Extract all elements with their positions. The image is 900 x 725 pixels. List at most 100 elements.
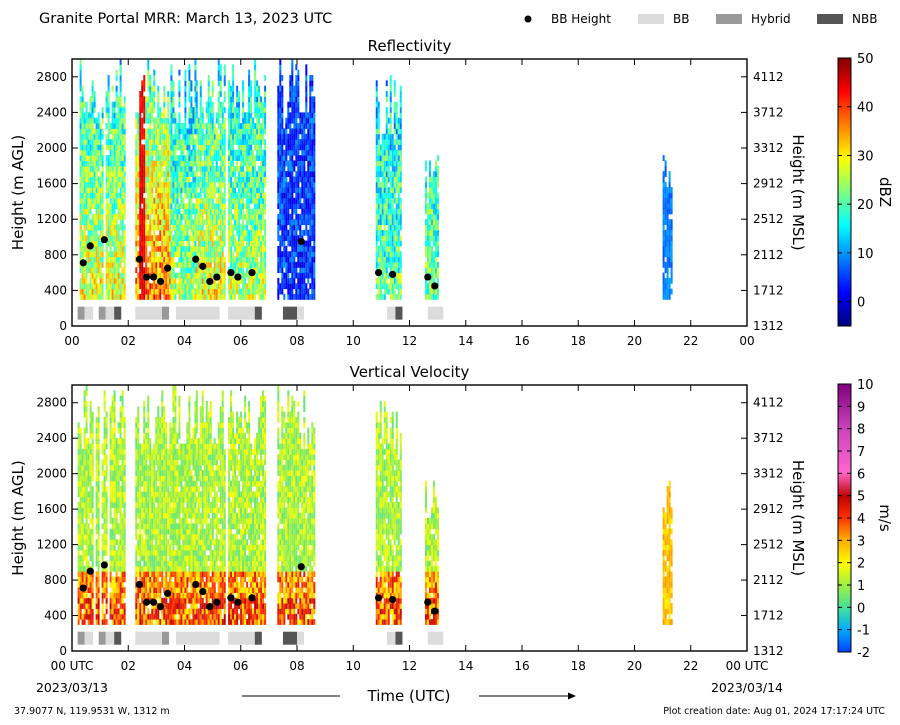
bb-type-bar-bb [176,631,220,645]
bb-type-bar-nbb [114,306,122,320]
bb-type-bar-bb [105,631,115,645]
bb-type-bar-hybrid [98,306,106,320]
x-tick-label: 04 [177,659,192,673]
legend-swatch [817,14,843,24]
legend-label: BB Height [551,12,611,26]
legend-label: NBB [852,12,877,26]
bb-height-point [389,270,397,278]
x-tick-label: 00 UTC [726,659,769,673]
bb-height-point [213,273,221,281]
colorbar-tick-label: 10 [857,247,874,262]
bb-height-point [431,282,439,290]
colorbar-tick-label: 3 [857,534,865,549]
x-tick-label: 00 [739,334,754,348]
y-tick-label-right: 2512 [753,538,784,552]
y-tick-label: 400 [44,283,67,297]
bb-type-bar-hybrid [77,306,85,320]
x-tick-label: 02 [121,334,136,348]
x-tick-label: 04 [177,334,192,348]
bb-type-bar-nbb [254,631,262,645]
x-tick-label: 10 [346,659,361,673]
bb-type-bar-nbb [254,306,262,320]
y-tick-label: 2400 [36,105,67,119]
colorbar-tick-label: 7 [857,445,865,460]
x-tick-label: 12 [402,334,417,348]
bb-height-point [164,589,172,597]
y-tick-label-right: 1712 [753,609,784,623]
colorbar-gradient [837,57,852,327]
bb-type-bar-bb [427,631,444,645]
x-tick-label: 14 [458,659,473,673]
colorbar-tick-label: 9 [857,400,865,415]
x-tick-label: 18 [571,334,586,348]
colorbar-tick-label: 5 [857,490,865,505]
colorbar-label: m/s [876,504,894,532]
legend-swatch [638,14,664,24]
bb-type-bar-bb [135,631,162,645]
start-date-label: 2023/03/13 [36,680,108,695]
bb-height-point [192,255,200,263]
y-tick-label: 1200 [36,212,67,226]
x-tick-label: 22 [683,659,698,673]
x-tick-label: 16 [514,334,529,348]
x-axis-label: Time (UTC) [367,687,451,705]
bb-type-bar-hybrid [162,631,170,645]
bb-height-point [424,598,432,606]
bb-type-bar-hybrid [162,306,170,320]
bb-height-point [248,269,256,277]
colorbar: 0 10 20 30 40 50 dBZ [837,52,894,327]
y-tick-label: 800 [44,573,67,587]
bb-type-bar-bb [105,306,115,320]
location-label: 37.9077 N, 119.9531 W, 1312 m [14,706,170,717]
reflectivity-field [79,59,673,300]
bb-type-bar-bb [387,631,396,645]
y-tick-label-right: 2112 [753,248,784,262]
bb-height-point [374,269,383,277]
y-tick-label-right: 4112 [753,396,784,410]
bb-height-points [79,236,439,290]
bb-height-point [389,595,397,604]
colorbar-tick-label: 10 [857,378,874,393]
colorbar-tick-label: 2 [857,557,865,572]
y-tick-label: 2800 [36,396,67,410]
bb-height-points [79,561,439,615]
bb-height-point [213,598,221,606]
y-tick-label: 2800 [36,70,67,84]
x-tick-label: 00 [64,334,79,348]
y-tick-label: 1600 [36,177,67,191]
bb-height-point [199,587,207,596]
bb-height-point [199,262,207,270]
bb-type-bar-bb [297,306,305,320]
legend-swatch [716,14,742,24]
velocity-field [77,385,673,625]
x-tick-label: 06 [233,659,248,673]
bb-type-bar-bb [176,306,220,320]
colorbar-tick-label: 6 [857,467,865,482]
bb-type-bar-bb [84,631,94,645]
y-tick-label-right: 1312 [753,644,784,658]
bb-height-point [248,594,256,602]
bb-height-point [234,598,242,606]
bb-height-point [206,603,214,611]
x-tick-label: 22 [683,334,698,348]
x-tick-label: 16 [514,659,529,673]
colorbar-tick-label: 0 [857,296,865,311]
x-tick-label: 00 UTC [51,659,94,673]
colorbar-tick-label: -1 [857,624,870,639]
y-axis-label: Height (m AGL) [9,135,27,250]
bb-height-point [156,277,165,286]
x-tick-label: 20 [627,334,642,348]
bb-height-point [149,598,158,606]
y-tick-label: 1200 [36,538,67,552]
x-tick-label: 18 [571,659,586,673]
y-tick-label-right: 1312 [753,319,784,333]
bb-type-bar-nbb [282,631,297,645]
x-axis-arrow-right [479,692,576,700]
y-tick-label: 800 [44,248,67,262]
x-tick-label: 14 [458,334,473,348]
y-tick-label: 0 [59,319,67,333]
legend-dot-marker [524,15,532,23]
y-tick-label-right: 2912 [753,177,784,191]
x-tick-label: 12 [402,659,417,673]
